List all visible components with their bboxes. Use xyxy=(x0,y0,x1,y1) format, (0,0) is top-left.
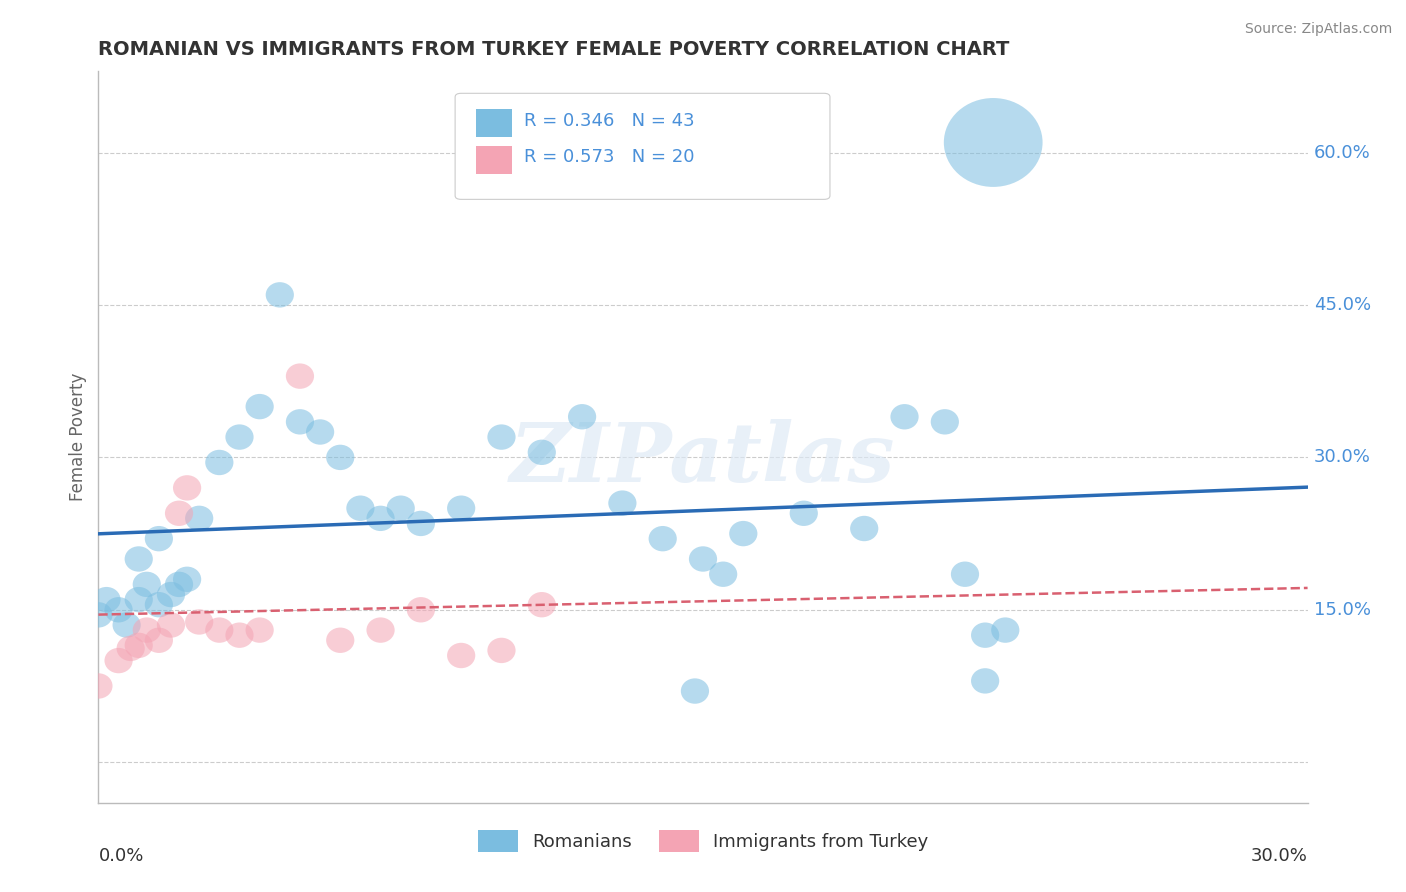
Text: 15.0%: 15.0% xyxy=(1313,601,1371,619)
Text: ROMANIAN VS IMMIGRANTS FROM TURKEY FEMALE POVERTY CORRELATION CHART: ROMANIAN VS IMMIGRANTS FROM TURKEY FEMAL… xyxy=(98,39,1010,59)
Text: 60.0%: 60.0% xyxy=(1313,144,1371,161)
Text: Source: ZipAtlas.com: Source: ZipAtlas.com xyxy=(1244,22,1392,37)
Text: R = 0.573   N = 20: R = 0.573 N = 20 xyxy=(524,148,695,166)
Text: 0.0%: 0.0% xyxy=(98,847,143,864)
Legend: Romanians, Immigrants from Turkey: Romanians, Immigrants from Turkey xyxy=(471,823,935,860)
FancyBboxPatch shape xyxy=(475,146,512,174)
Y-axis label: Female Poverty: Female Poverty xyxy=(69,373,87,501)
Text: 45.0%: 45.0% xyxy=(1313,296,1371,314)
Text: ZIPatlas: ZIPatlas xyxy=(510,419,896,499)
Text: 30.0%: 30.0% xyxy=(1313,449,1371,467)
FancyBboxPatch shape xyxy=(456,94,830,200)
FancyBboxPatch shape xyxy=(475,110,512,137)
Text: 30.0%: 30.0% xyxy=(1251,847,1308,864)
Text: R = 0.346   N = 43: R = 0.346 N = 43 xyxy=(524,112,695,130)
